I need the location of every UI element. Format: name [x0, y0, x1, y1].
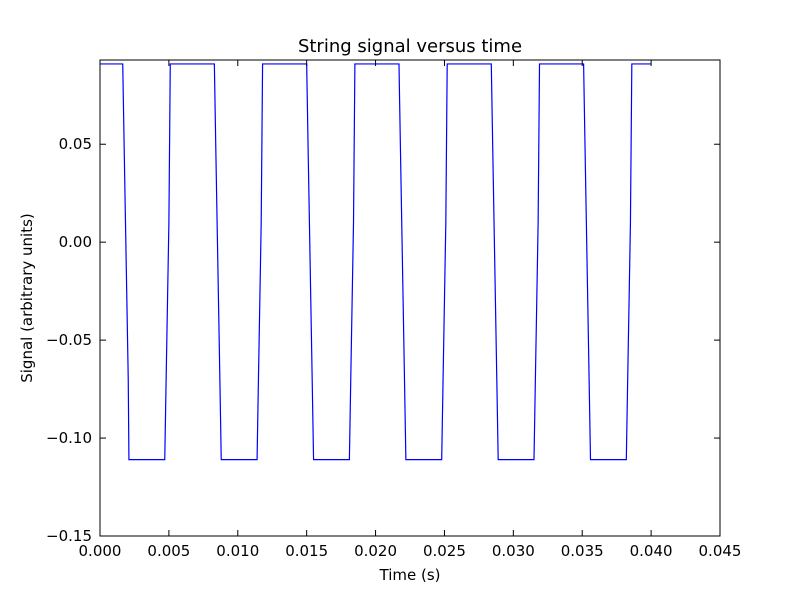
series-line-0 [100, 63, 652, 461]
y-tick-label: −0.15 [46, 527, 92, 545]
y-tick-label: 0.05 [59, 135, 92, 153]
x-tick-label: 0.035 [561, 542, 604, 560]
x-tick-label: 0.020 [354, 542, 397, 560]
x-tick-label: 0.045 [699, 542, 742, 560]
x-tick-label: 0.010 [216, 542, 259, 560]
chart-title: String signal versus time [298, 36, 522, 57]
x-axis-title: Time (s) [379, 566, 441, 584]
y-axis: −0.15 −0.10 −0.05 0.00 0.05 [46, 135, 720, 545]
y-tick-label: −0.05 [46, 331, 92, 349]
x-tick-label: 0.000 [79, 542, 122, 560]
x-tick-label: 0.005 [147, 542, 190, 560]
x-tick-label: 0.015 [285, 542, 328, 560]
y-tick-label: −0.10 [46, 429, 92, 447]
x-axis: 0.000 0.005 0.010 0.015 0.020 0.025 0.030 0.035… [79, 60, 742, 560]
y-axis-title: Signal (arbitrary units) [18, 213, 36, 383]
x-tick-label: 0.030 [492, 542, 535, 560]
x-tick-label: 0.025 [423, 542, 466, 560]
y-tick-label: 0.00 [59, 233, 92, 251]
axes-frame [99, 59, 721, 537]
x-tick-label: 0.040 [630, 542, 673, 560]
plot-area [100, 63, 652, 461]
